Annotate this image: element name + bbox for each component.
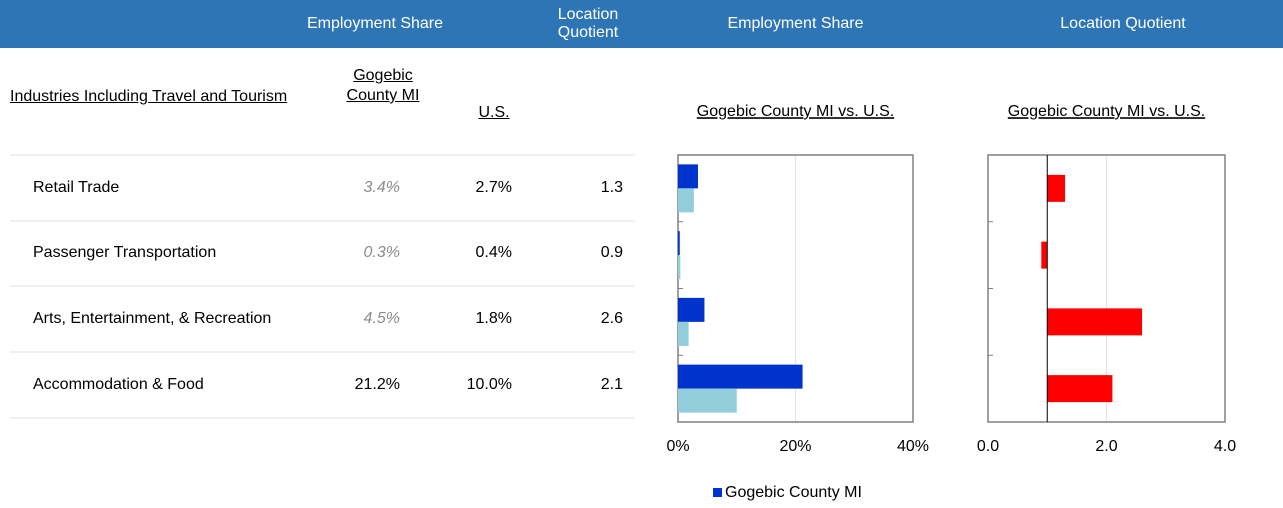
bar bbox=[678, 164, 698, 189]
bar bbox=[678, 388, 737, 413]
x-tick-label: 4.0 bbox=[1214, 438, 1236, 455]
bar bbox=[678, 255, 681, 280]
column-heading: U.S. bbox=[478, 104, 510, 121]
industry-name: Passenger Transportation bbox=[33, 244, 217, 261]
header-label: Location Quotient bbox=[557, 6, 619, 41]
column-heading: Gogebic County MI bbox=[346, 67, 420, 104]
bar bbox=[678, 364, 803, 389]
chart-subtitle: Gogebic County MI vs. U.S. bbox=[697, 103, 894, 120]
header-bar bbox=[0, 0, 1283, 48]
bar bbox=[678, 188, 694, 213]
location-quotient: 2.6 bbox=[600, 310, 623, 327]
bar bbox=[1047, 308, 1143, 336]
x-tick-label: 20% bbox=[779, 438, 811, 455]
county-share: 21.2% bbox=[354, 376, 400, 393]
bar bbox=[1047, 174, 1066, 202]
us-share: 10.0% bbox=[466, 376, 512, 393]
location-quotient: 1.3 bbox=[600, 179, 623, 196]
row-separator bbox=[10, 220, 635, 222]
x-tick-label: 40% bbox=[897, 438, 929, 455]
header-label: Location Quotient bbox=[1060, 15, 1186, 32]
industry-name: Arts, Entertainment, & Recreation bbox=[33, 310, 272, 327]
bar bbox=[1041, 241, 1048, 269]
county-share: 0.3% bbox=[363, 244, 400, 261]
row-separator bbox=[10, 417, 635, 419]
header-label: Employment Share bbox=[306, 15, 444, 32]
us-share: 1.8% bbox=[475, 310, 512, 327]
industry-name: Retail Trade bbox=[33, 179, 120, 196]
bar bbox=[678, 231, 680, 256]
x-tick-label: 2.0 bbox=[1095, 438, 1117, 455]
county-share: 3.4% bbox=[363, 179, 400, 196]
row-separator bbox=[10, 285, 635, 287]
row-separator bbox=[10, 351, 635, 353]
legend-label: Gogebic County MI bbox=[725, 484, 862, 501]
bar bbox=[1047, 375, 1113, 403]
us-share: 0.4% bbox=[475, 244, 512, 261]
row-separator bbox=[10, 154, 635, 156]
us-share: 2.7% bbox=[475, 179, 512, 196]
chart-subtitle: Gogebic County MI vs. U.S. bbox=[1008, 103, 1205, 120]
x-tick-label: 0% bbox=[666, 438, 689, 455]
x-tick-label: 0.0 bbox=[977, 438, 999, 455]
industry-name: Accommodation & Food bbox=[33, 376, 204, 393]
county-share: 4.5% bbox=[363, 310, 400, 327]
legend-swatch bbox=[713, 488, 722, 497]
column-heading: Industries Including Travel and Tourism bbox=[10, 88, 288, 105]
bar bbox=[678, 321, 689, 346]
location-quotient: 2.1 bbox=[600, 376, 623, 393]
location-quotient: 0.9 bbox=[600, 244, 623, 261]
bar bbox=[678, 297, 705, 322]
header-label: Employment Share bbox=[727, 15, 864, 32]
